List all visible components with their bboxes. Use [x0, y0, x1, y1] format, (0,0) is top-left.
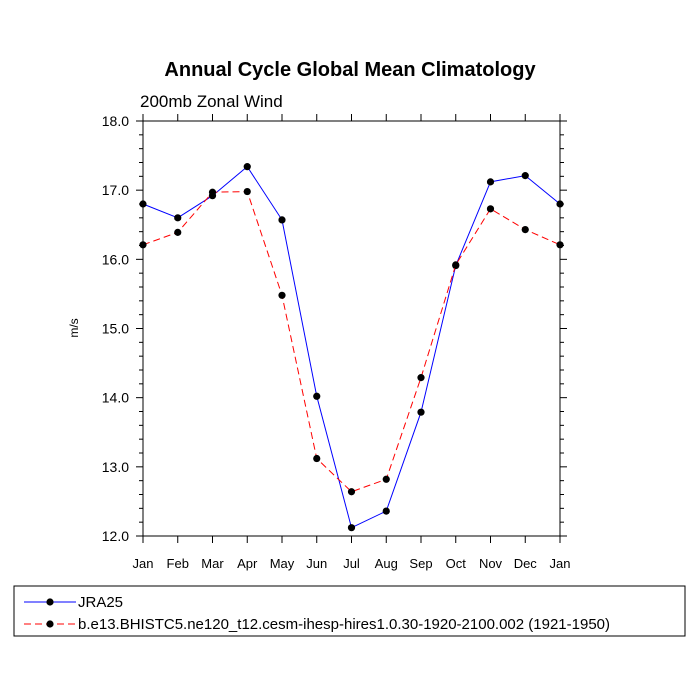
- y-tick-label: 15.0: [102, 321, 129, 337]
- data-point: [243, 187, 251, 196]
- data-point: [208, 188, 217, 196]
- y-tick-label: 13.0: [102, 459, 129, 475]
- x-tick-label: Nov: [479, 556, 503, 571]
- x-tick-label: Sep: [409, 556, 432, 571]
- series-line-1: [142, 165, 561, 529]
- chart-title: Annual Cycle Global Mean Climatology: [164, 59, 536, 81]
- x-tick-label: Mar: [201, 556, 224, 571]
- x-tick-label: Feb: [167, 556, 189, 571]
- legend: JRA25 b.e13.BHISTC5.ne120_t12.cesm-ihesp-…: [24, 594, 610, 633]
- data-point: [486, 205, 495, 213]
- x-tick-label: Jun: [306, 556, 327, 571]
- data-point: [521, 172, 529, 180]
- y-tick-label: 16.0: [102, 251, 129, 267]
- data-point: [417, 374, 425, 382]
- data-point: [278, 216, 286, 224]
- data-point: [347, 488, 356, 496]
- legend-box: [13, 585, 686, 637]
- x-tick-labels: Jan Feb Mar Apr May Jun Jul Aug Sep Oct Nov Dec Jan: [133, 556, 571, 571]
- legend-marker-1: [46, 598, 54, 606]
- data-point: [521, 225, 529, 234]
- x-tick-label: Aug: [375, 556, 398, 571]
- data-point: [174, 214, 182, 222]
- y-tick-label: 14.0: [102, 390, 129, 406]
- x-tick-label: Apr: [237, 556, 258, 571]
- data-point: [347, 524, 356, 532]
- data-point: [382, 507, 390, 515]
- x-tick-label: Jan: [550, 556, 571, 571]
- x-tick-label: Oct: [446, 556, 467, 571]
- legend-marker-2: [46, 620, 54, 628]
- series-layer: [139, 163, 564, 532]
- data-point: [452, 261, 460, 269]
- plot-frame: [142, 120, 561, 537]
- series-line-2: [142, 191, 561, 493]
- y-tick-label: 17.0: [102, 182, 129, 198]
- axis-ticks: [136, 114, 567, 543]
- y-tick-label: 12.0: [102, 528, 129, 544]
- x-tick-label: Dec: [514, 556, 538, 571]
- data-point: [417, 408, 425, 416]
- x-tick-label: Jan: [133, 556, 154, 571]
- legend-label-2: b.e13.BHISTC5.ne120_t12.cesm-ihesp-hires…: [78, 616, 610, 633]
- y-tick-labels: 12.0 13.0 14.0 15.0 16.0 17.0 18.0: [102, 113, 129, 544]
- legend-label-1: JRA25: [78, 594, 123, 611]
- y-axis-label: m/s: [67, 318, 81, 337]
- data-point: [382, 475, 390, 483]
- x-tick-label: Jul: [343, 556, 360, 571]
- data-point: [243, 163, 251, 171]
- data-point: [174, 228, 182, 236]
- data-point: [313, 392, 321, 400]
- data-point: [556, 200, 564, 208]
- chart-subtitle: 200mb Zonal Wind: [140, 92, 283, 111]
- data-point: [556, 241, 564, 249]
- data-point: [313, 454, 321, 463]
- y-tick-label: 18.0: [102, 113, 129, 129]
- data-point: [278, 291, 286, 299]
- x-tick-label: May: [270, 556, 295, 571]
- data-point: [486, 178, 495, 186]
- data-point: [139, 241, 147, 249]
- data-point: [139, 200, 147, 208]
